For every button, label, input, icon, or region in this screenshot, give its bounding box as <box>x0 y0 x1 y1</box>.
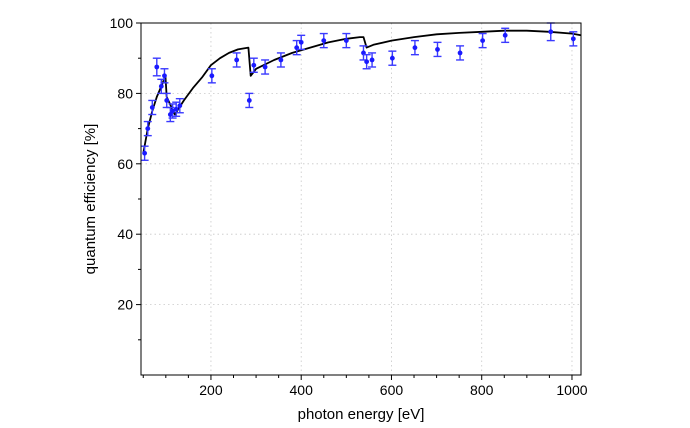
measured-points-group <box>140 22 578 161</box>
data-point <box>148 99 157 116</box>
data-point <box>362 53 371 70</box>
data-marker <box>321 38 327 43</box>
data-point <box>292 39 301 56</box>
data-point <box>143 120 152 137</box>
data-point <box>245 92 254 109</box>
data-marker <box>570 36 576 42</box>
data-point <box>478 32 487 49</box>
y-tick-label-20: 20 <box>117 297 133 313</box>
data-marker <box>164 98 170 103</box>
data-marker <box>173 106 179 112</box>
data-point <box>232 52 241 68</box>
data-marker <box>262 64 268 70</box>
x-axis-title: photon energy [eV] <box>298 406 425 423</box>
data-marker <box>154 64 160 70</box>
data-point <box>569 31 578 47</box>
data-marker <box>435 47 440 52</box>
y-tick-label-40: 40 <box>117 226 133 242</box>
y-tick-label-80: 80 <box>117 85 133 101</box>
data-marker <box>502 32 508 38</box>
data-marker <box>369 57 375 63</box>
data-point <box>297 34 306 51</box>
data-marker <box>548 29 554 35</box>
data-marker <box>209 73 215 79</box>
x-tick-label-400: 400 <box>290 382 314 398</box>
x-tick-label-600: 600 <box>380 382 404 398</box>
axis-ticks: 200 400 600 800 1000 20 40 60 80 100 <box>110 15 588 398</box>
y-tick-label-60: 60 <box>117 156 133 172</box>
data-marker <box>389 55 395 61</box>
data-marker <box>149 105 155 110</box>
y-tick-label-100: 100 <box>110 15 134 31</box>
data-point <box>172 101 181 117</box>
y-axis-title: quantum efficiency [%] <box>82 124 99 275</box>
data-marker <box>412 45 418 51</box>
x-tick-label-1000: 1000 <box>556 382 587 398</box>
data-marker <box>364 59 370 65</box>
data-point <box>261 59 270 75</box>
data-point <box>160 68 169 84</box>
data-marker <box>298 39 304 45</box>
data-point <box>157 78 166 95</box>
data-point <box>368 52 377 68</box>
data-point <box>140 145 149 161</box>
data-point <box>207 68 216 84</box>
x-tick-label-800: 800 <box>470 382 494 398</box>
data-marker <box>167 112 173 117</box>
data-marker <box>480 38 486 43</box>
data-point <box>342 32 351 49</box>
data-marker <box>343 38 349 43</box>
data-marker <box>177 103 183 109</box>
data-marker <box>251 62 257 68</box>
data-point <box>456 45 465 61</box>
data-marker <box>170 108 175 114</box>
data-point <box>276 52 285 68</box>
data-marker <box>234 57 240 63</box>
data-marker <box>158 83 164 89</box>
data-marker <box>246 98 252 103</box>
data-marker <box>145 126 151 131</box>
x-tick-label-200: 200 <box>199 382 223 398</box>
data-marker <box>457 50 463 56</box>
data-point <box>319 32 328 49</box>
data-point <box>433 41 442 58</box>
data-marker <box>162 73 167 79</box>
data-point <box>501 27 510 44</box>
data-point <box>410 39 419 56</box>
data-point <box>162 92 171 109</box>
data-marker <box>278 57 284 63</box>
data-point <box>388 50 397 66</box>
data-point <box>249 57 258 73</box>
data-point <box>175 97 184 114</box>
data-marker <box>142 150 148 156</box>
data-point <box>152 57 161 77</box>
